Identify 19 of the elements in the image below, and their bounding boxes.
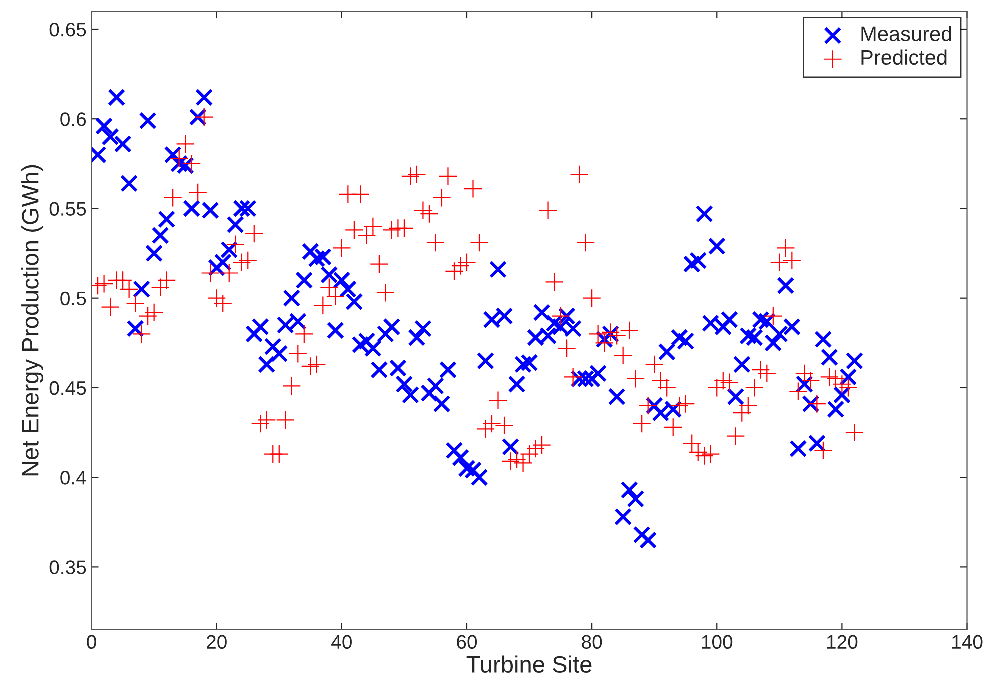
legend-label: Measured [862,26,952,42]
x-tick-label: 60 [457,635,478,650]
x-tick-label: 140 [952,635,983,650]
x-tick-label: 120 [827,635,858,650]
y-tick-label: 0.4 [60,471,86,485]
y-tick-label: 0.6 [60,112,86,126]
legend-label: Predicted [862,50,947,66]
x-tick-label: 0 [87,635,96,650]
x-tick-label: 80 [582,635,602,650]
y-tick-label: 0.65 [50,22,86,37]
y-tick-label: 0.5 [60,292,86,306]
x-tick-label: 100 [702,635,733,650]
x-tick-label: 40 [332,635,352,650]
y-tick-label: 0.45 [50,381,86,396]
y-axis-title: Net Energy Production (GWh) [22,165,44,476]
x-axis-title: Turbine Site [466,656,592,674]
x-tick-label: 20 [207,635,227,650]
y-tick-label: 0.55 [50,202,86,216]
y-tick-label: 0.35 [50,560,86,574]
